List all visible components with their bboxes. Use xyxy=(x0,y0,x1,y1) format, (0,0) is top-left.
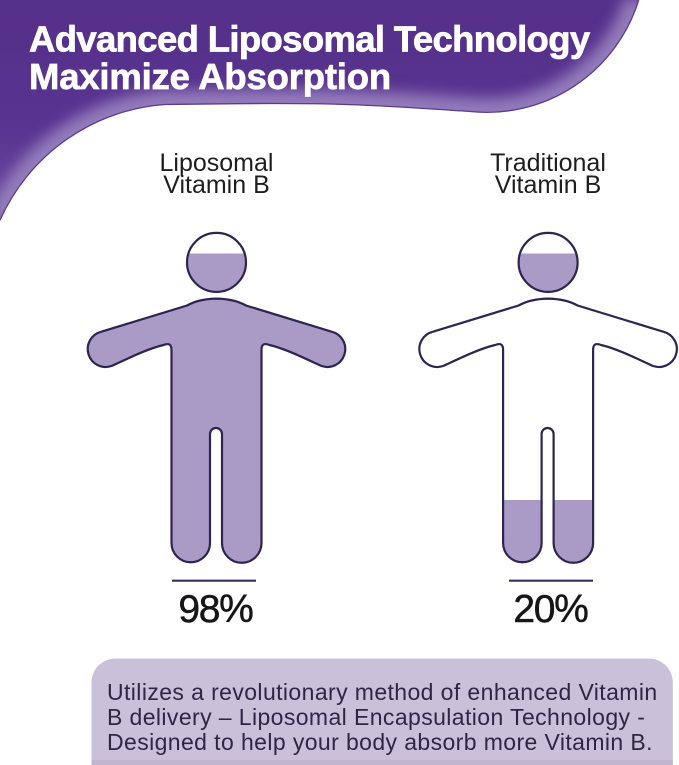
svg-text:Utilizes a revolutionary metho: Utilizes a revolutionary method of enhan… xyxy=(107,679,658,705)
svg-text:Vitamin B: Vitamin B xyxy=(163,171,270,199)
svg-text:20%: 20% xyxy=(513,588,588,631)
svg-text:Advanced Liposomal Technology: Advanced Liposomal Technology xyxy=(29,19,591,60)
svg-text:Liposomal: Liposomal xyxy=(160,149,274,177)
svg-text:Vitamin B: Vitamin B xyxy=(495,171,602,199)
svg-text:Maximize Absorption: Maximize Absorption xyxy=(29,56,391,97)
svg-text:B delivery – Liposomal Encapsu: B delivery – Liposomal Encapsulation Tec… xyxy=(107,704,645,730)
svg-text:Designed to help your body abs: Designed to help your body absorb more V… xyxy=(107,729,653,755)
svg-text:98%: 98% xyxy=(178,588,253,631)
svg-text:Traditional: Traditional xyxy=(490,149,606,177)
